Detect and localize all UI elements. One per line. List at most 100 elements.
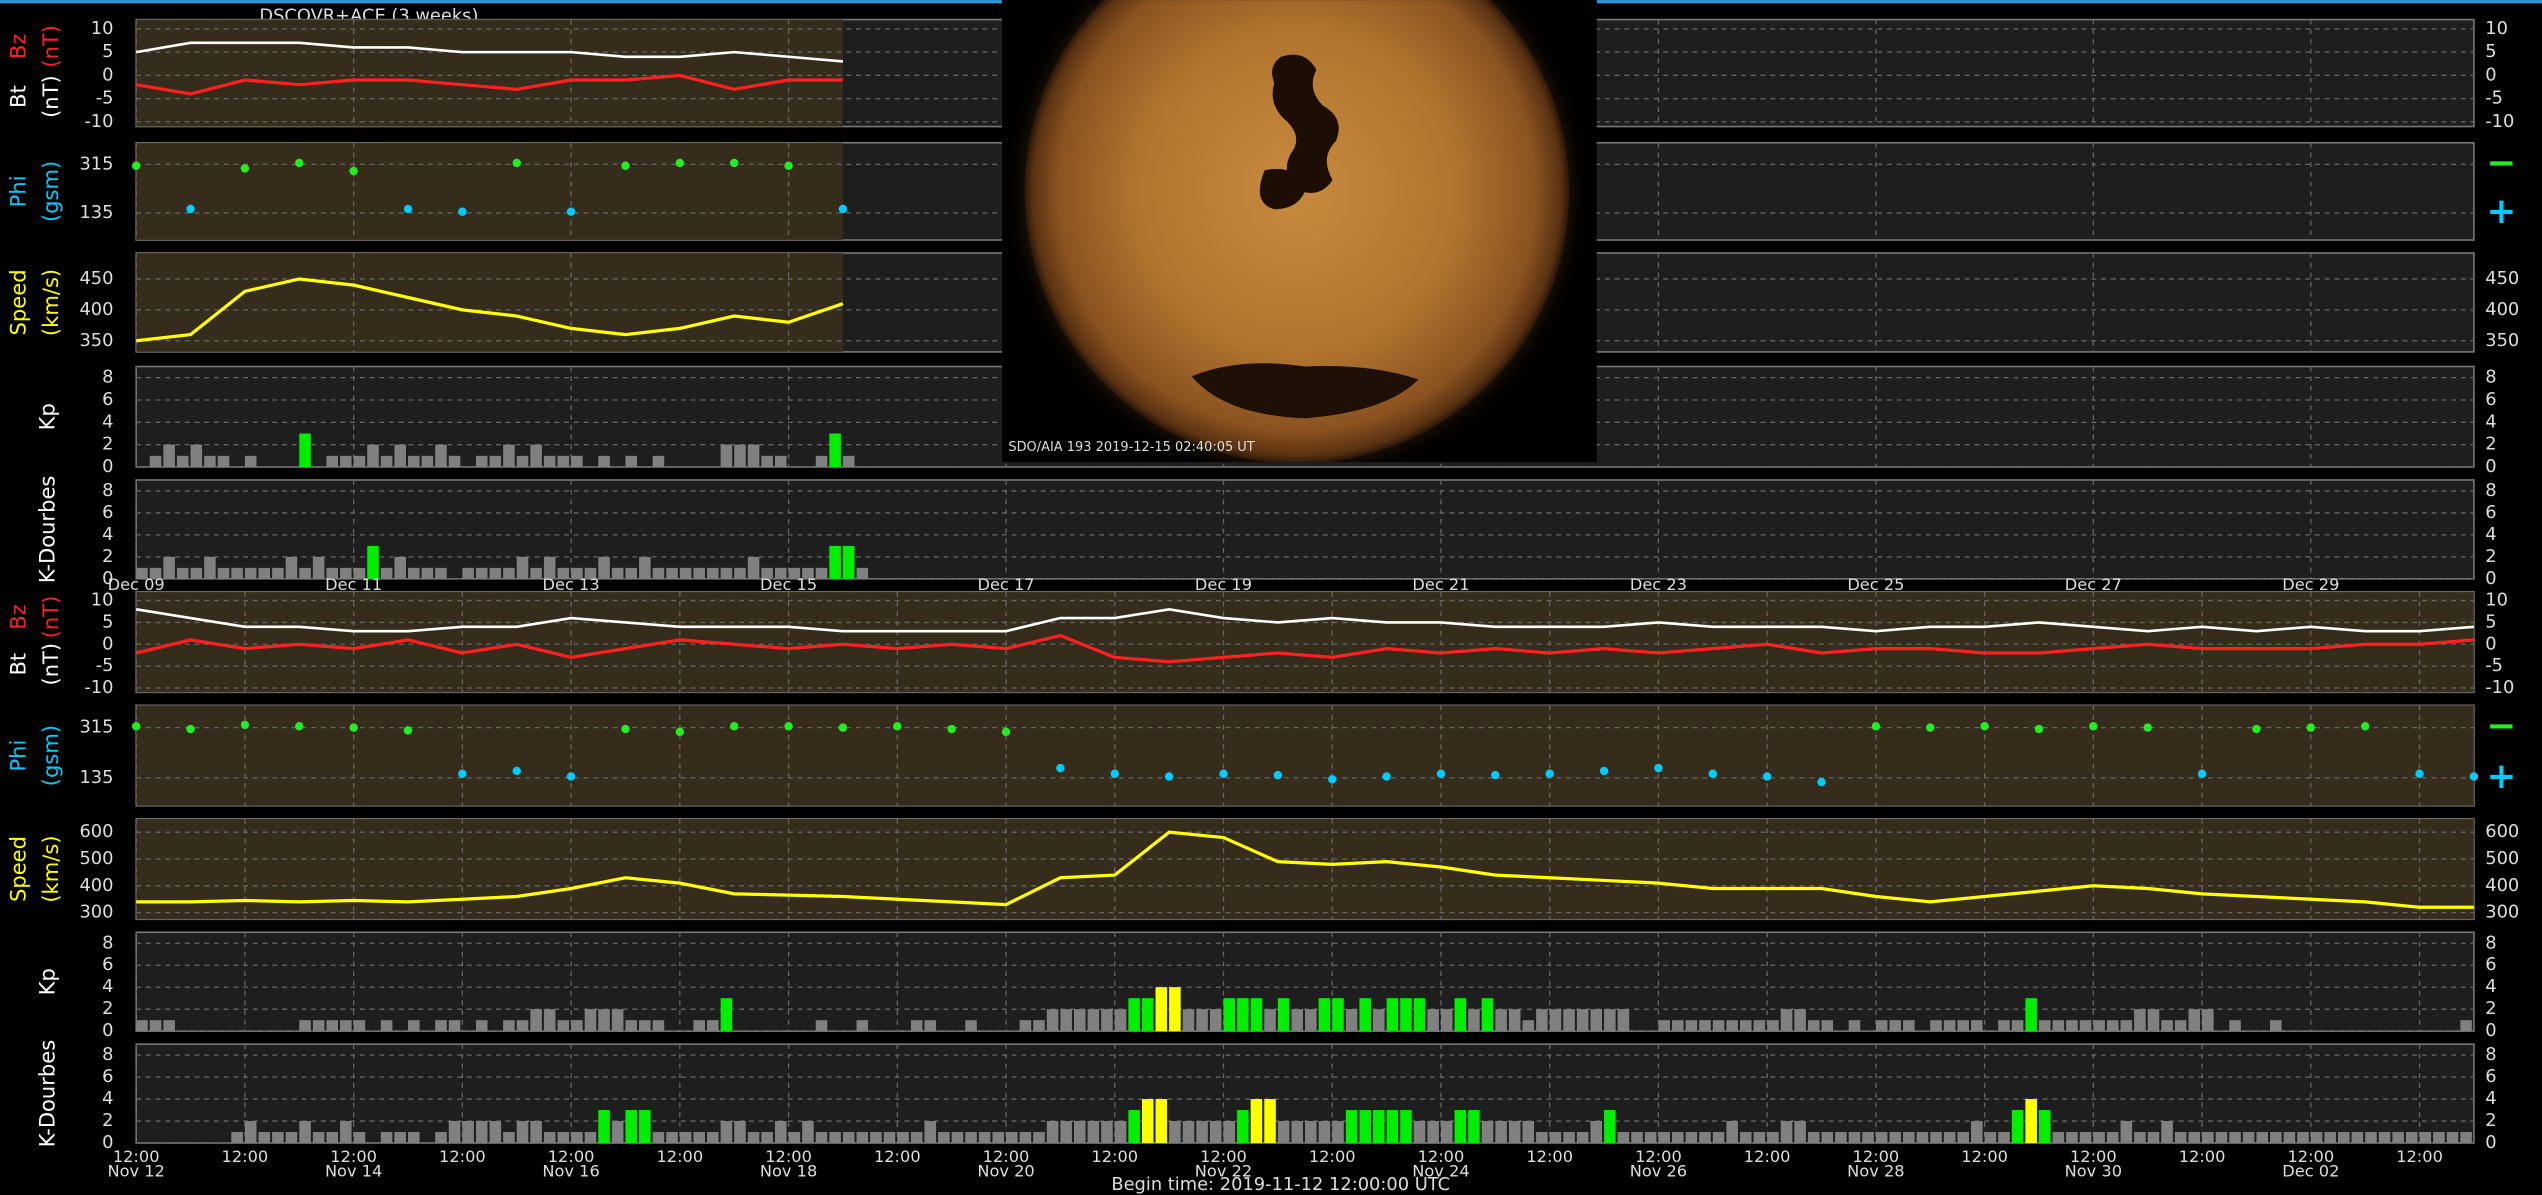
bar <box>2297 1132 2309 1144</box>
bar <box>571 455 583 467</box>
axis-label: Phi <box>5 740 30 772</box>
x-tick-label: Dec 23 <box>1630 575 1687 594</box>
data-point <box>403 204 413 214</box>
y-tick-label: 4 <box>2485 524 2496 545</box>
data-point <box>1164 772 1174 781</box>
bar <box>326 455 339 467</box>
bar <box>1114 1009 1127 1032</box>
y-tick-label: 0 <box>102 456 113 477</box>
x-tick-label: 12:00 <box>113 1147 160 1166</box>
bar <box>1943 1020 1956 1032</box>
bar <box>802 567 814 579</box>
data-point <box>1708 769 1718 778</box>
bar <box>1440 1009 1453 1032</box>
bar <box>611 1121 624 1144</box>
bar <box>299 433 311 467</box>
axis-unit: (nT) <box>38 75 63 118</box>
axis-label: Kp <box>35 403 60 430</box>
bar <box>2161 1121 2173 1144</box>
x-date-label: Nov 16 <box>542 1162 599 1181</box>
data-line <box>135 41 844 63</box>
bar <box>475 1020 488 1032</box>
bar <box>1739 1020 1752 1032</box>
y-tick-label: -10 <box>84 677 113 698</box>
data-point <box>295 722 304 731</box>
bar <box>870 1132 882 1144</box>
y-tick-label: 6 <box>2485 502 2496 523</box>
bar <box>815 455 828 467</box>
y-tick-label: -5 <box>96 88 114 109</box>
bar <box>1277 1121 1290 1144</box>
x-tick-label: 12:00 <box>222 1147 269 1166</box>
bar <box>1454 998 1467 1032</box>
bar <box>707 1020 719 1032</box>
bar <box>978 1132 991 1144</box>
bar <box>761 455 773 467</box>
bar <box>1019 1020 1032 1032</box>
bar <box>1141 998 1154 1032</box>
top-rule <box>1596 0 2542 4</box>
bar <box>163 1020 175 1032</box>
bar <box>774 567 787 579</box>
bar <box>1033 1132 1045 1144</box>
data-point <box>240 164 250 173</box>
bar <box>1440 1121 1453 1144</box>
bar <box>312 1132 325 1144</box>
y-tick-label: -5 <box>96 655 114 676</box>
x-tick-label: 12:00 <box>1200 1147 1247 1166</box>
bar <box>340 455 352 467</box>
y-tick-label: 10 <box>91 590 114 611</box>
x-date-label: Nov 14 <box>325 1162 382 1181</box>
bar <box>163 556 175 579</box>
bar <box>992 1132 1004 1144</box>
bar <box>1699 1132 1711 1144</box>
x-tick-label: Dec 15 <box>760 575 817 594</box>
data-point <box>1110 769 1119 778</box>
bar <box>1359 998 1371 1032</box>
bar <box>802 1121 814 1144</box>
bar <box>1848 1132 1861 1144</box>
bar <box>1305 1009 1317 1032</box>
data-point <box>838 204 848 214</box>
bar <box>1345 1009 1358 1032</box>
data-line <box>135 607 2475 633</box>
bar <box>163 444 175 467</box>
data-coverage <box>136 705 2474 806</box>
bar <box>842 545 855 579</box>
bar <box>1685 1020 1698 1032</box>
bar <box>503 1132 515 1144</box>
bar <box>1780 1009 1793 1032</box>
bar <box>1073 1121 1086 1144</box>
bar <box>1468 1110 1480 1144</box>
bar <box>1563 1009 1575 1032</box>
y-tick-label: 300 <box>79 902 113 923</box>
bar <box>1114 1121 1127 1144</box>
data-line <box>135 277 844 343</box>
y-tick-label: 4 <box>2485 1088 2496 1109</box>
bar <box>584 567 597 579</box>
bar <box>2120 1020 2133 1032</box>
y-tick-label: 10 <box>91 18 114 39</box>
bar <box>1223 1121 1236 1144</box>
y-tick-label: 450 <box>2485 268 2519 289</box>
bar <box>1046 1121 1059 1144</box>
bar <box>1821 1132 1834 1144</box>
data-point <box>458 207 467 216</box>
bar <box>1006 1132 1018 1144</box>
y-tick-label: 500 <box>79 848 113 869</box>
bar <box>326 567 339 579</box>
bar <box>1413 998 1426 1032</box>
bar <box>326 1020 339 1032</box>
bar <box>1971 1020 1983 1032</box>
bar <box>448 1020 461 1032</box>
bar <box>1576 1009 1589 1032</box>
x-date-label: Nov 20 <box>977 1162 1034 1181</box>
x-tick-label: 12:00 <box>439 1147 486 1166</box>
data-point <box>131 722 141 731</box>
y-tick-label: 8 <box>2485 932 2496 953</box>
bar <box>462 567 474 579</box>
bar <box>489 1121 502 1144</box>
data-point <box>2089 722 2098 731</box>
bar <box>149 1020 162 1032</box>
x-tick-label: 12:00 <box>765 1147 812 1166</box>
